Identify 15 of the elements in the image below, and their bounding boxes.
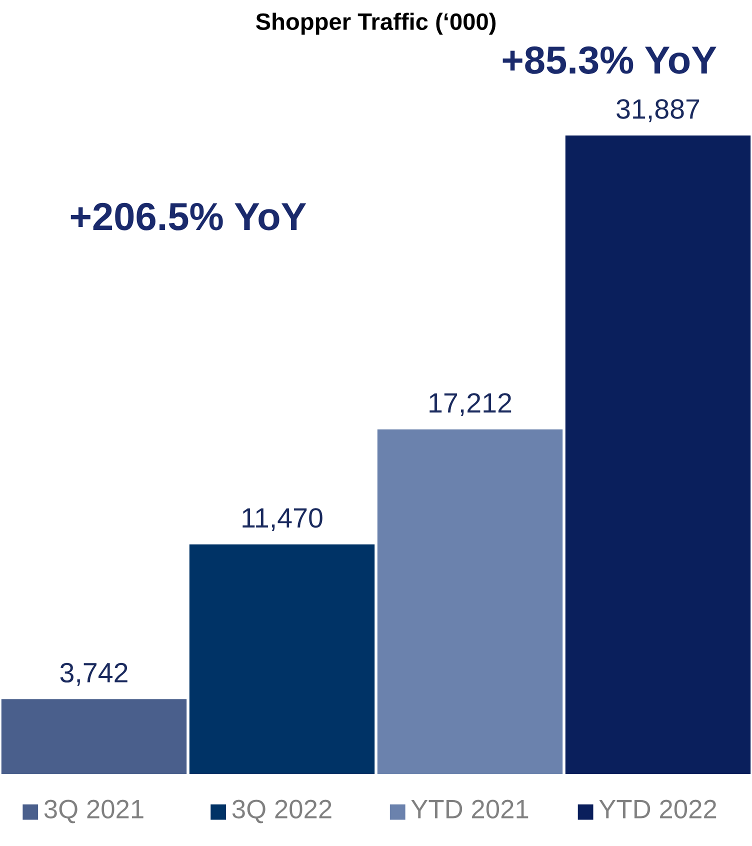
data-label: 11,470 [242, 508, 322, 532]
bar [1, 699, 187, 774]
bar [565, 135, 751, 774]
bar [189, 544, 375, 774]
data-label: 3,742 [60, 662, 128, 686]
chart-title: Shopper Traffic (‘000) [256, 12, 496, 35]
x-tick-label: 3Q 2022 [232, 800, 332, 824]
data-label: 31,887 [616, 99, 700, 122]
data-label: 17,212 [430, 393, 512, 416]
text: +85.3% YoY [502, 46, 716, 74]
x-tick-label: YTD 2022 [599, 800, 716, 818]
annotation: +206.5% YoY [70, 202, 306, 230]
x-tick-label: 3Q 2021 [44, 800, 144, 824]
x-tick-label: YTD 2021 [411, 800, 528, 818]
bar [377, 429, 563, 774]
